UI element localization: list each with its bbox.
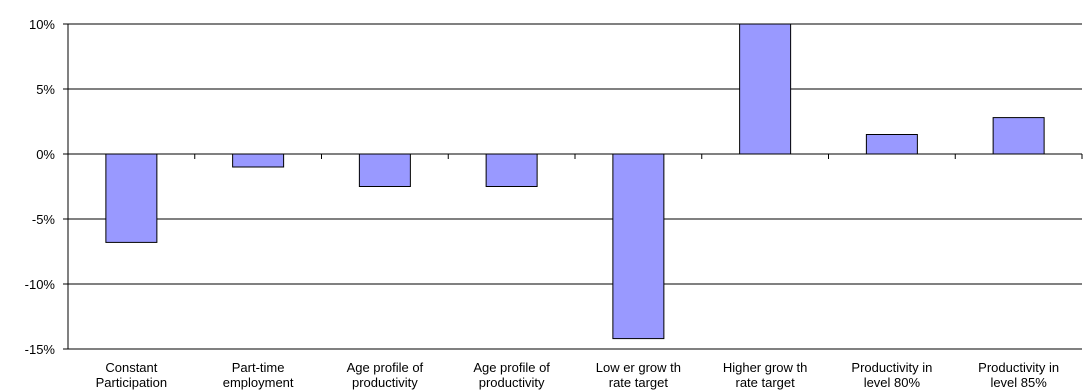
x-category-label: rate target (735, 375, 795, 390)
bars (105, 23, 1045, 340)
x-category-label: productivity (479, 375, 545, 390)
bar (485, 153, 538, 187)
y-tick-label: 10% (29, 17, 55, 32)
x-category-label: Age profile of (473, 360, 550, 375)
x-category-label: productivity (352, 375, 418, 390)
bar (612, 153, 665, 340)
gridlines (63, 23, 1082, 350)
x-category-label: Age profile of (347, 360, 424, 375)
y-tick-label: -15% (25, 342, 56, 357)
x-category-label: Productivity in (851, 360, 932, 375)
x-category-label: Low er grow th (596, 360, 681, 375)
bar (358, 153, 411, 187)
axes (67, 24, 1083, 349)
x-category-label: level 85% (990, 375, 1047, 390)
x-category-label: Higher grow th (723, 360, 808, 375)
bar (232, 153, 285, 168)
y-tick-label: -5% (32, 212, 56, 227)
x-category-label: Part-time (232, 360, 285, 375)
bar (865, 134, 918, 155)
bar (739, 23, 792, 155)
y-tick-label: 0% (36, 147, 55, 162)
x-category-label: employment (223, 375, 294, 390)
y-axis-tick-labels: 10% 5% 0% -5% -10% -15% (25, 17, 56, 357)
x-category-label: Participation (96, 375, 168, 390)
y-tick-label: -10% (25, 277, 56, 292)
y-tick-label: 5% (36, 82, 55, 97)
x-category-label: rate target (609, 375, 669, 390)
bar (105, 153, 158, 243)
x-category-label: level 80% (864, 375, 921, 390)
x-category-label: Productivity in (978, 360, 1059, 375)
bar (992, 117, 1045, 155)
x-category-label: Constant (105, 360, 157, 375)
